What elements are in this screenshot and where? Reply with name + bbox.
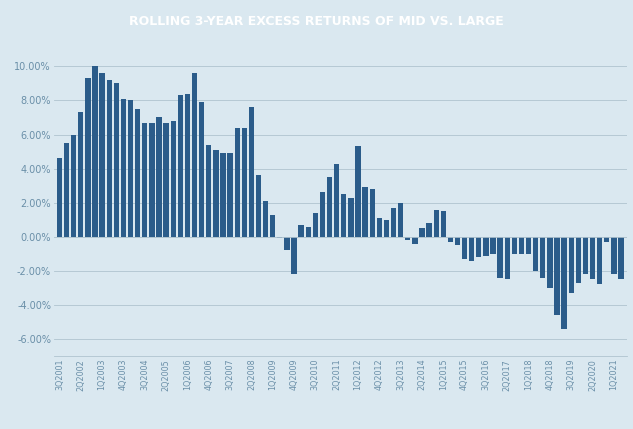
- Bar: [519, 237, 524, 254]
- Bar: [334, 163, 339, 237]
- Bar: [533, 237, 538, 271]
- Bar: [427, 223, 432, 237]
- Bar: [568, 237, 574, 293]
- Bar: [419, 228, 425, 237]
- Bar: [263, 201, 268, 237]
- Bar: [163, 123, 169, 237]
- Bar: [391, 208, 396, 237]
- Bar: [78, 112, 84, 237]
- Bar: [491, 237, 496, 254]
- Bar: [618, 237, 624, 279]
- Bar: [256, 175, 261, 237]
- Bar: [434, 209, 439, 237]
- Bar: [561, 237, 567, 329]
- Bar: [483, 237, 489, 256]
- Bar: [405, 237, 410, 240]
- Bar: [71, 135, 77, 237]
- Bar: [505, 237, 510, 279]
- Bar: [234, 128, 240, 237]
- Bar: [135, 109, 141, 237]
- Bar: [213, 150, 218, 237]
- Bar: [57, 158, 62, 237]
- Bar: [156, 118, 161, 237]
- Bar: [220, 153, 225, 237]
- Text: ROLLING 3-YEAR EXCESS RETURNS OF MID VS. LARGE: ROLLING 3-YEAR EXCESS RETURNS OF MID VS.…: [129, 15, 504, 28]
- Bar: [462, 237, 467, 259]
- Bar: [299, 225, 304, 237]
- Bar: [206, 145, 211, 237]
- Bar: [320, 193, 325, 237]
- Bar: [476, 237, 482, 257]
- Bar: [583, 237, 588, 274]
- Bar: [590, 237, 595, 279]
- Bar: [398, 202, 403, 237]
- Bar: [441, 211, 446, 237]
- Bar: [121, 99, 126, 237]
- Bar: [611, 237, 617, 274]
- Bar: [106, 80, 112, 237]
- Bar: [597, 237, 603, 284]
- Bar: [199, 102, 204, 237]
- Bar: [306, 227, 311, 237]
- Bar: [604, 237, 610, 242]
- Bar: [313, 213, 318, 237]
- Bar: [540, 237, 546, 278]
- Bar: [355, 146, 361, 237]
- Bar: [555, 237, 560, 315]
- Bar: [128, 100, 133, 237]
- Bar: [277, 237, 282, 239]
- Bar: [227, 153, 233, 237]
- Bar: [99, 73, 105, 237]
- Bar: [469, 237, 474, 261]
- Bar: [341, 194, 346, 237]
- Bar: [178, 95, 183, 237]
- Bar: [384, 220, 389, 237]
- Bar: [249, 107, 254, 237]
- Bar: [412, 237, 418, 244]
- Bar: [291, 237, 297, 274]
- Bar: [284, 237, 289, 251]
- Bar: [448, 237, 453, 242]
- Bar: [377, 218, 382, 237]
- Bar: [455, 237, 460, 245]
- Bar: [327, 177, 332, 237]
- Bar: [270, 214, 275, 237]
- Bar: [498, 237, 503, 278]
- Bar: [85, 79, 91, 237]
- Bar: [149, 123, 154, 237]
- Bar: [92, 66, 97, 237]
- Bar: [575, 237, 581, 283]
- Bar: [363, 187, 368, 237]
- Bar: [348, 198, 354, 237]
- Bar: [64, 143, 69, 237]
- Bar: [526, 237, 531, 254]
- Bar: [170, 121, 176, 237]
- Bar: [548, 237, 553, 288]
- Bar: [192, 73, 197, 237]
- Bar: [142, 123, 147, 237]
- Bar: [511, 237, 517, 254]
- Bar: [185, 94, 190, 237]
- Bar: [370, 189, 375, 237]
- Bar: [242, 128, 247, 237]
- Bar: [114, 83, 119, 237]
